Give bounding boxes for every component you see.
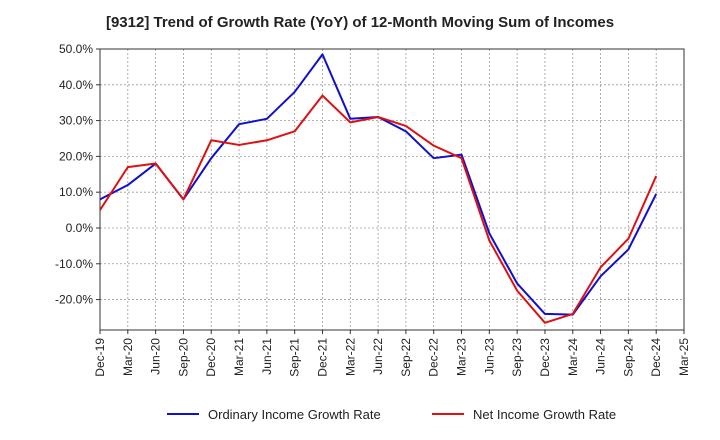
x-tick-label: Mar-24 [566,338,580,376]
chart-title: [9312] Trend of Growth Rate (YoY) of 12-… [105,14,615,31]
x-tick-label: Mar-25 [677,338,691,376]
x-tick-label: Dec-19 [93,338,107,377]
legend-label: Ordinary Income Growth Rate [208,407,381,422]
x-tick-label: Dec-21 [315,338,329,377]
x-tick-label: Sep-20 [176,338,190,377]
x-tick-label: Dec-22 [427,338,441,377]
x-tick-label: Sep-22 [399,338,413,377]
x-tick-label: Mar-22 [343,338,357,376]
x-tick-label: Sep-21 [288,338,302,377]
y-tick-label: 20.0% [59,149,93,163]
plot-border [99,48,685,331]
y-tick-label: 0.0% [66,221,94,235]
series-line-net-income [100,94,658,324]
x-tick-label: Sep-24 [621,338,635,377]
x-tick-label: Mar-21 [232,338,246,376]
x-tick-label: Dec-20 [204,338,218,377]
series-group [100,53,658,324]
x-tick-label: Mar-23 [455,338,469,376]
x-tick-label: Jun-20 [149,338,163,375]
x-tick-label: Jun-21 [260,338,274,375]
y-tick-label: -10.0% [55,257,93,271]
y-tick-label: 40.0% [59,78,93,92]
y-tick-label: 10.0% [59,185,93,199]
x-tick-label: Mar-20 [121,338,135,376]
legend: Ordinary Income Growth Rate Net Income Gr… [167,407,616,422]
y-tick-label: 30.0% [59,114,93,128]
y-tick-label: 50.0% [59,42,93,56]
plot-area [100,49,684,330]
y-tick-label: -20.0% [55,293,93,307]
x-tick-label: Jun-23 [482,338,496,375]
grid [100,48,684,330]
x-tick-label: Dec-24 [649,338,663,377]
x-tick-label: Jun-24 [594,338,608,375]
x-tick-label: Jun-22 [371,338,385,375]
x-tick-label: Dec-23 [538,338,552,377]
x-tick-label: Sep-23 [510,338,524,377]
legend-label: Net Income Growth Rate [473,407,616,422]
axes: 50.0% 40.0% 30.0% 20.0% 10.0% 0.0% -10.0% -20.0… [55,42,691,377]
